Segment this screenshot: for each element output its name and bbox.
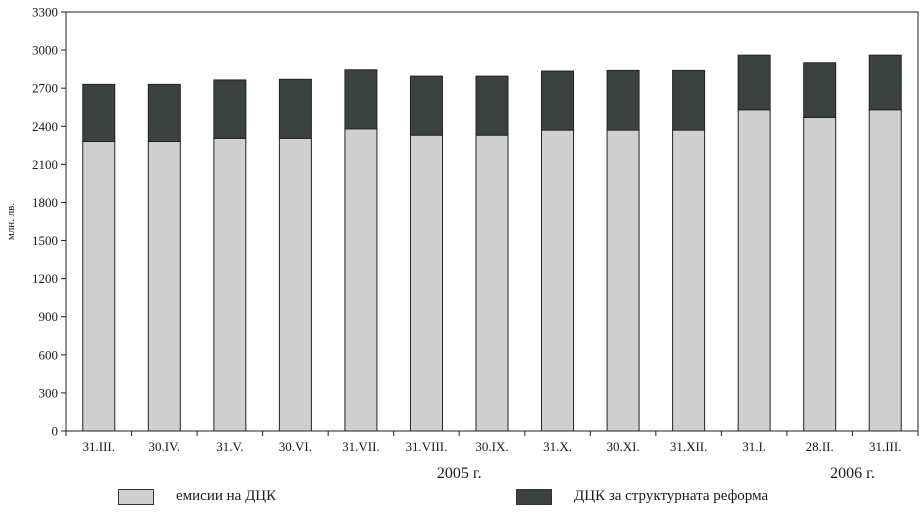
legend-swatch-issues (118, 488, 154, 505)
x-tick-label: 28.II. (806, 439, 834, 454)
bars (82, 54, 902, 432)
bar-segment-structural-reform (672, 69, 706, 131)
y-tick-label: 3300 (32, 5, 58, 20)
legend-item-structural-reform: ДЦК за структурната реформа (516, 488, 768, 505)
legend-label-issues: емисии на ДЦК (176, 488, 277, 504)
bar-segment-structural-reform (147, 83, 181, 143)
bar-segment-issues (868, 109, 902, 432)
bar-segment-structural-reform (803, 62, 837, 118)
bar-segment-issues (82, 141, 116, 432)
bar-segment-structural-reform (82, 83, 116, 143)
bar-segment-issues (147, 141, 181, 432)
x-tick-label: 31.VIII. (406, 439, 448, 454)
bar-segment-issues (803, 116, 837, 432)
x-tick-label: 31.V. (216, 439, 243, 454)
bar-segment-issues (475, 134, 509, 432)
x-tick-label: 30.IV. (149, 439, 181, 454)
x-tick-label: 31.III. (869, 439, 902, 454)
bar-segment-structural-reform (737, 54, 771, 111)
bar-segment-issues (278, 137, 312, 432)
bar-segment-issues (409, 134, 443, 432)
y-tick-label: 2700 (32, 81, 58, 96)
bar-segment-structural-reform (541, 70, 575, 131)
x-tick-label: 31.III. (83, 439, 116, 454)
bar-segment-structural-reform (344, 69, 378, 130)
y-tick-label: 0 (52, 424, 59, 439)
x-tick-label: 31.VII. (342, 439, 380, 454)
bar-segment-structural-reform (606, 69, 640, 131)
axis-labels: 0 300 600 900 1200 1500 1800 2100 2400 2700 3000 33… (5, 5, 901, 483)
legend-label-structural-reform: ДЦК за структурната реформа (574, 488, 769, 504)
y-tick-label: 1200 (32, 271, 58, 286)
x-tick-label: 31.I. (742, 439, 766, 454)
year-label: 2006 г. (830, 465, 875, 482)
legend-item-issues: емисии на ДЦК (118, 488, 276, 505)
y-tick-label: 300 (39, 385, 59, 400)
year-label: 2005 г. (437, 465, 482, 482)
x-tick-label: 30.IX. (475, 439, 508, 454)
y-tick-label: 2400 (32, 119, 58, 134)
y-axis-label: млн. лв. (5, 203, 17, 241)
bar-segment-issues (541, 129, 575, 432)
bar-segment-structural-reform (868, 54, 902, 111)
x-tick-label: 30.XI. (606, 439, 639, 454)
y-tick-label: 600 (39, 347, 59, 362)
bar-segment-structural-reform (213, 79, 247, 139)
x-tick-label: 31.XII. (670, 439, 708, 454)
x-tick-label: 31.X. (543, 439, 572, 454)
y-tick-label: 3000 (32, 43, 58, 58)
bar-segment-issues (606, 129, 640, 432)
bar-segment-issues (344, 128, 378, 432)
legend: емисии на ДЦК ДЦК за структурната реформ… (0, 488, 923, 512)
bar-segment-structural-reform (278, 78, 312, 139)
bar-segment-structural-reform (409, 75, 443, 136)
y-tick-label: 1800 (32, 195, 58, 210)
stacked-bar-chart: 0 300 600 900 1200 1500 1800 2100 2400 2700 3000 33… (5, 5, 919, 483)
y-tick-label: 900 (39, 309, 59, 324)
bar-segment-issues (213, 137, 247, 432)
x-tick-label: 30.VI. (279, 439, 312, 454)
y-tick-label: 1500 (32, 233, 58, 248)
bar-segment-structural-reform (475, 75, 509, 136)
legend-swatch-structural-reform (516, 488, 552, 505)
bar-segment-issues (672, 129, 706, 432)
bar-segment-issues (737, 109, 771, 432)
y-tick-label: 2100 (32, 157, 58, 172)
